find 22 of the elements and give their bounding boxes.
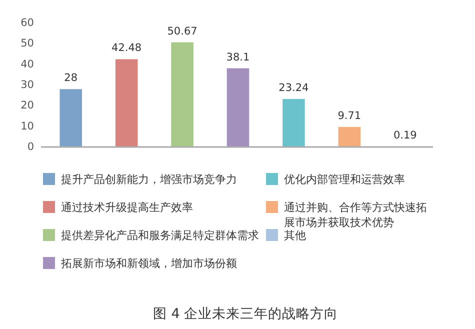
data-label: 50.67 [167, 25, 198, 38]
legend-label: 拓展新市场和新领域，增加市场份额 [60, 256, 237, 270]
legend-label: 优化内部管理和运营效率 [284, 172, 405, 186]
legend-label: 通过技术升级提高生产效率 [61, 200, 193, 214]
data-label: 9.71 [338, 110, 362, 122]
y-tick-label: 60 [20, 17, 34, 29]
data-label: 28 [64, 72, 78, 84]
y-tick-label: 0 [27, 141, 34, 153]
text: 图 4 企业未来三年的战略方向 [152, 306, 338, 322]
legend-label: 提供差异化产品和服务满足特定群体需求 [61, 228, 259, 242]
data-label: 0.19 [393, 130, 417, 142]
data-label: 38.1 [226, 51, 250, 64]
legend-label: 其他 [284, 228, 306, 242]
y-tick-label: 10 [20, 120, 34, 132]
y-tick-label: 20 [20, 100, 34, 112]
y-tick-label: 40 [20, 58, 34, 70]
data-label: 23.24 [278, 82, 310, 94]
y-tick-label: 50 [20, 38, 34, 50]
legend-label: 提升产品创新能力，增强市场竞争力 [61, 172, 237, 186]
legend-label: 通过并购、合作等方式快速拓展市场并获取技术优势 [284, 200, 427, 228]
data-label: 42.48 [112, 42, 142, 54]
y-tick-label: 30 [20, 79, 34, 91]
